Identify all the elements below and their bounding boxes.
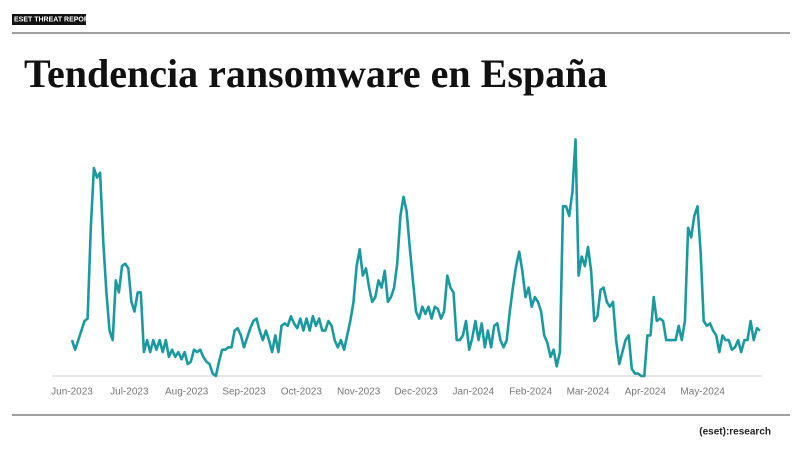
x-tick-label: Jan-2024 xyxy=(452,387,494,398)
footer-brand: (eset):research xyxy=(699,427,771,438)
x-tick-label: Oct-2023 xyxy=(281,387,323,398)
x-tick-label: Aug-2023 xyxy=(165,387,209,398)
x-tick-label: Dec-2023 xyxy=(394,387,438,398)
x-tick-label: Sep-2023 xyxy=(222,387,266,398)
x-tick-label: Nov-2023 xyxy=(337,387,381,398)
line-series xyxy=(70,138,761,378)
x-tick-label: Feb-2024 xyxy=(509,387,552,398)
x-tick-label: Mar-2024 xyxy=(567,387,610,398)
x-tick-label: Jun-2023 xyxy=(51,387,93,398)
chart-title: Tendencia ransomware en España xyxy=(24,51,607,96)
badge-text: ESET THREAT REPORT xyxy=(14,16,94,23)
x-tick-label: May-2024 xyxy=(680,387,725,398)
badge xyxy=(12,14,86,25)
x-tick-label: Jul-2023 xyxy=(110,387,149,398)
x-tick-label: Apr-2024 xyxy=(625,387,667,398)
